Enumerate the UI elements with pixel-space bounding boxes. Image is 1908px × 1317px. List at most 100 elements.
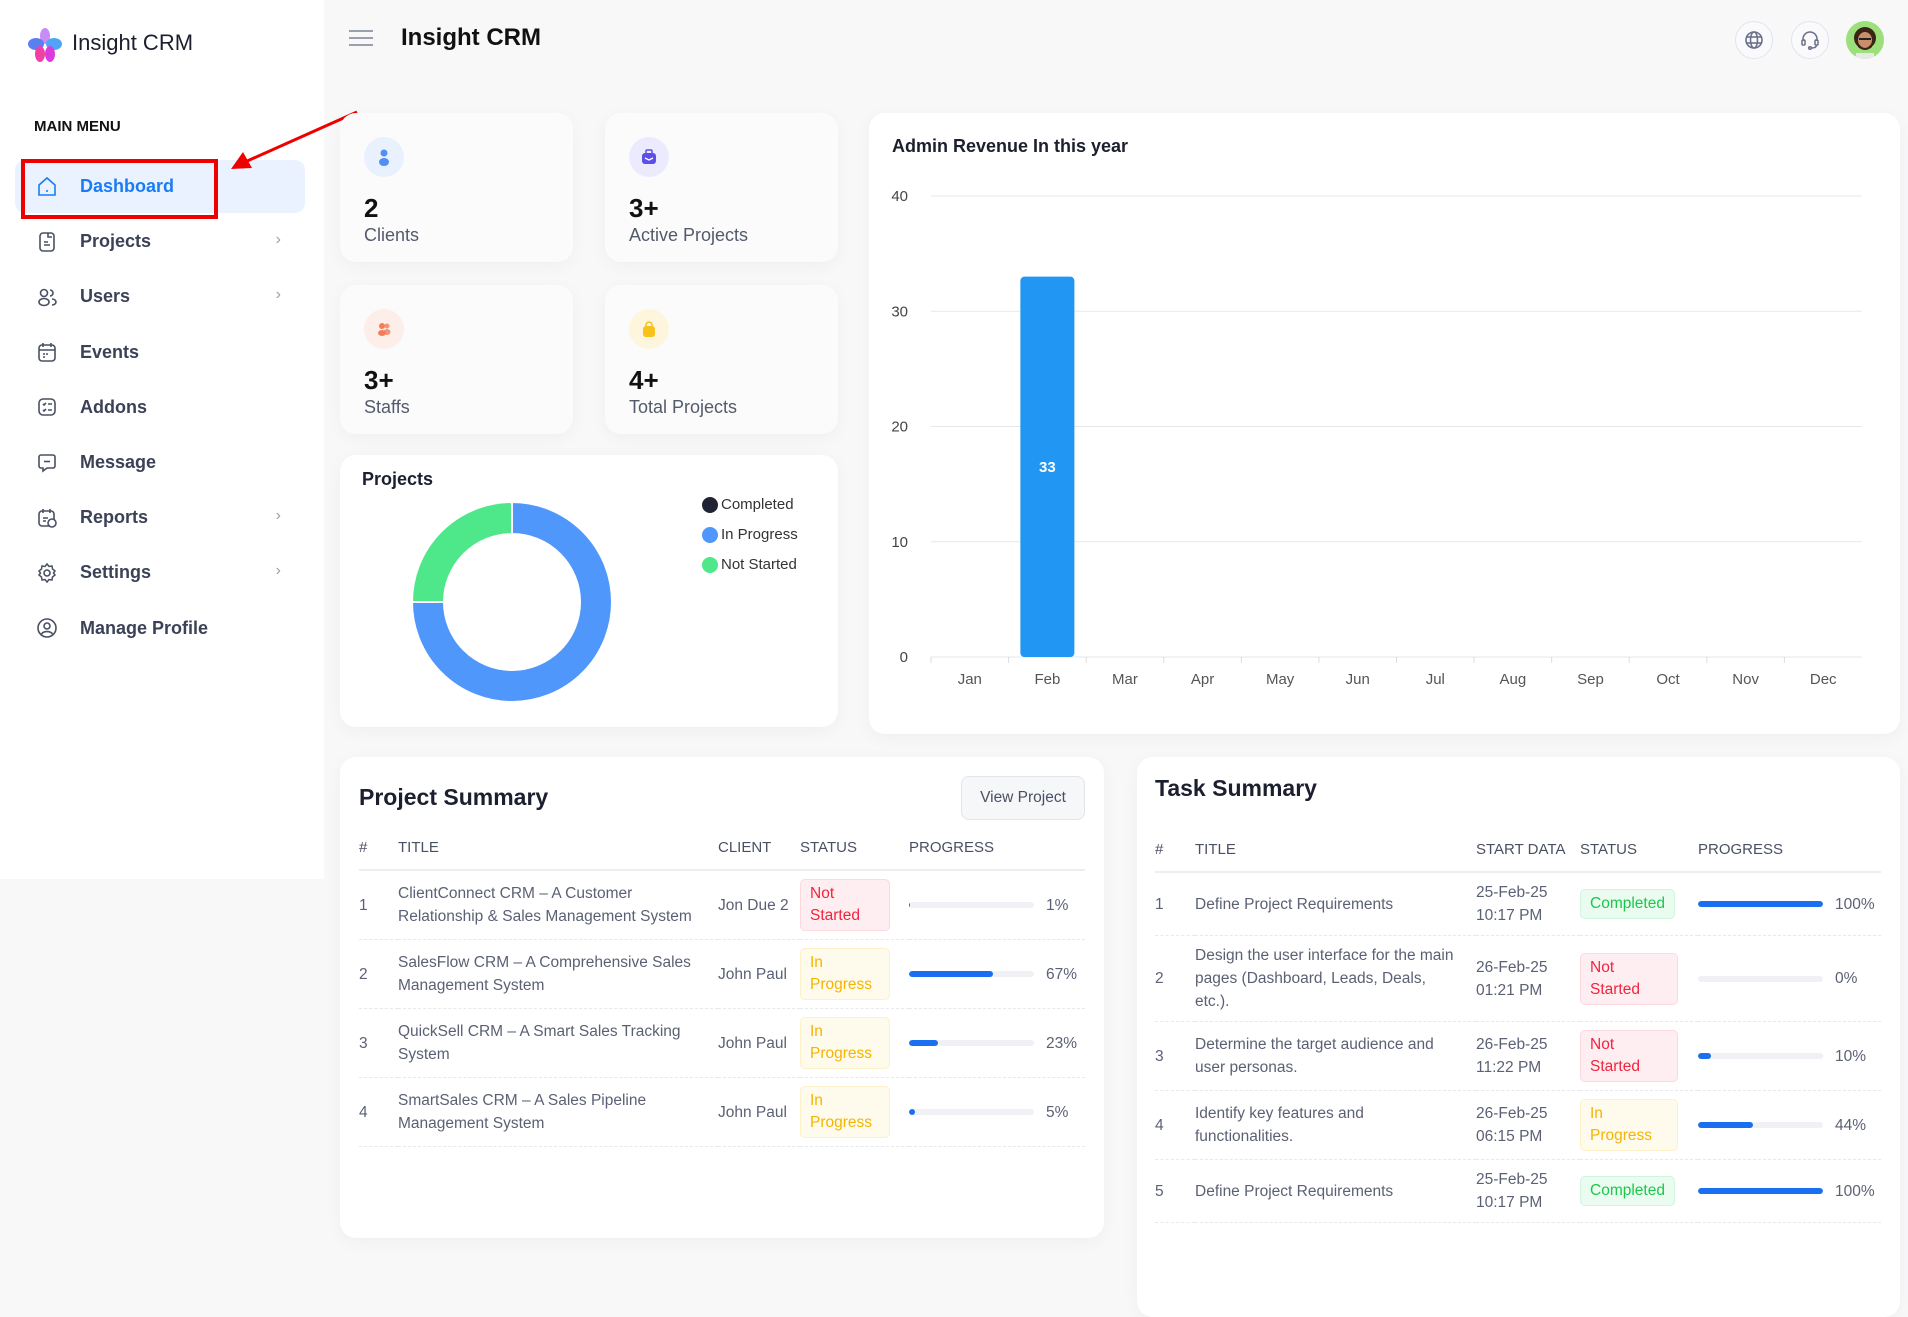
bag-icon (629, 309, 669, 349)
stat-card-clients: 2 Clients (340, 113, 573, 262)
donut-slice-not-started[interactable] (410, 500, 513, 603)
progress-fill (1698, 901, 1823, 908)
sidebar-item-events[interactable]: Events (15, 326, 305, 379)
progress-bar (1698, 1053, 1823, 1060)
page-title: Insight CRM (401, 24, 541, 51)
progress-bar (909, 1040, 1034, 1047)
progress-fill (1698, 1188, 1823, 1195)
table-row[interactable]: 3 QuickSell CRM – A Smart Sales Tracking … (359, 1008, 1085, 1078)
sidebar-item-reports[interactable]: Reports › (15, 491, 305, 544)
revenue-bar-chart: 0 10 20 30 40 Jan Feb 33 Mar Apr May Jun Jul Aug Sep Oc… (891, 188, 1862, 688)
progress-percent: 44% (1835, 1116, 1867, 1134)
table-row[interactable]: 3 Determine the target audience and user … (1155, 1021, 1881, 1091)
date: 25-Feb-25 (1476, 884, 1548, 901)
progress-percent: 67% (1046, 965, 1078, 983)
progress-cell: 0% (1698, 935, 1881, 1022)
row-number: 1 (1155, 872, 1195, 936)
revenue-chart-card: Admin Revenue In this year 0 10 20 30 40 Jan F… (869, 113, 1900, 734)
progress-bar (909, 902, 1034, 909)
column-header: TITLE (1195, 838, 1476, 873)
x-tick-label: Oct (1656, 671, 1680, 688)
legend-dot (702, 556, 718, 573)
table-row[interactable]: 4 SmartSales CRM – A Sales Pipeline Manag… (359, 1077, 1085, 1147)
sidebar-item-label: Addons (80, 396, 147, 417)
y-tick-label: 20 (891, 419, 908, 436)
stat-value: 3+ (629, 193, 659, 223)
headset-icon[interactable] (1791, 21, 1829, 59)
x-tick-label: Feb (1034, 671, 1060, 688)
user-circle-icon (35, 616, 59, 640)
progress-fill (909, 902, 911, 909)
date: 25-Feb-25 (1476, 1171, 1548, 1188)
stat-label: Clients (364, 225, 420, 245)
progress-cell: 23% (909, 1008, 1085, 1078)
status-cell: Completed (1580, 872, 1698, 936)
sidebar-item-label: Manage Profile (80, 617, 209, 638)
gear-icon (35, 561, 59, 585)
sidebar-item-projects[interactable]: Projects › (15, 215, 305, 268)
progress-percent: 100% (1835, 1182, 1875, 1200)
progress-fill (909, 971, 993, 978)
sidebar-item-label: Settings (80, 562, 152, 583)
x-tick-label: May (1266, 671, 1295, 688)
task-title: Determine the target audience and user p… (1195, 1021, 1476, 1091)
column-header: START DATA (1476, 838, 1580, 873)
progress-fill (1698, 1122, 1753, 1129)
row-number: 1 (359, 870, 398, 940)
sidebar-item-message[interactable]: Message (15, 436, 305, 489)
stat-label: Total Projects (629, 397, 738, 417)
table-row[interactable]: 2 SalesFlow CRM – A Comprehensive Sales M… (359, 939, 1085, 1009)
task-summary-title: Task Summary (1155, 775, 1317, 801)
progress-cell: 100% (1698, 872, 1881, 936)
sidebar-item-manage-profile[interactable]: Manage Profile (15, 602, 305, 655)
column-header: TITLE (398, 836, 718, 871)
table-row[interactable]: 2 Design the user interface for the main … (1155, 935, 1881, 1022)
status-badge: Not Started (800, 879, 890, 931)
projects-chart-card: Projects Completed In Progress Not Started (340, 455, 838, 727)
view-project-button[interactable]: View Project (961, 776, 1085, 820)
table-row[interactable]: 5 Define Project Requirements 25-Feb-25 10:… (1155, 1159, 1881, 1223)
legend-item[interactable]: Completed (702, 496, 794, 513)
avatar[interactable] (1846, 21, 1884, 59)
brand-name: Insight CRM (72, 30, 194, 55)
table-row[interactable]: 4 Identify key features and functionaliti… (1155, 1090, 1881, 1160)
annotation-arrow-icon (231, 110, 358, 169)
task-title: Define Project Requirements (1195, 1159, 1476, 1223)
status-badge: In Progress (800, 948, 890, 1000)
row-number: 4 (1155, 1090, 1195, 1160)
donut-slice-in-progress[interactable] (410, 500, 613, 703)
sidebar-item-addons[interactable]: Addons (15, 381, 305, 434)
sidebar-item-label: Reports (80, 507, 149, 528)
x-tick-label: Aug (1500, 671, 1527, 688)
legend-item[interactable]: In Progress (702, 526, 798, 543)
sidebar-item-settings[interactable]: Settings › (15, 546, 305, 599)
status-cell: In Progress (800, 1077, 909, 1147)
project-client: John Paul (718, 1077, 800, 1147)
progress-cell: 10% (1698, 1021, 1881, 1091)
legend-item[interactable]: Not Started (702, 556, 797, 573)
task-title: Design the user interface for the main p… (1195, 935, 1476, 1022)
progress-bar (1698, 1188, 1823, 1195)
stat-label: Active Projects (629, 225, 749, 245)
bar-feb[interactable] (1020, 276, 1075, 657)
column-header: # (359, 836, 398, 871)
progress-fill (909, 1040, 938, 1047)
status-cell: In Progress (800, 939, 909, 1009)
project-title: SalesFlow CRM – A Comprehensive Sales Ma… (398, 939, 718, 1009)
table-row[interactable]: 1 Define Project Requirements 25-Feb-25 10:… (1155, 872, 1881, 936)
document-icon (35, 230, 59, 254)
progress-percent: 1% (1046, 896, 1069, 914)
progress-bar (1698, 1122, 1823, 1129)
y-tick-label: 30 (891, 303, 908, 320)
table-row[interactable]: 1 ClientConnect CRM – A Customer Relation… (359, 870, 1085, 940)
message-icon (35, 451, 59, 475)
progress-cell: 1% (909, 870, 1085, 940)
menu-icon[interactable] (349, 30, 373, 50)
globe-icon[interactable] (1735, 21, 1773, 59)
sidebar-item-dashboard[interactable]: Dashboard (15, 160, 305, 213)
x-tick-label: Jan (958, 671, 982, 688)
status-cell: Not Started (1580, 1021, 1698, 1091)
y-tick-label: 10 (891, 534, 908, 551)
sidebar-item-users[interactable]: Users › (15, 270, 305, 323)
calendar-report-icon (35, 506, 59, 530)
